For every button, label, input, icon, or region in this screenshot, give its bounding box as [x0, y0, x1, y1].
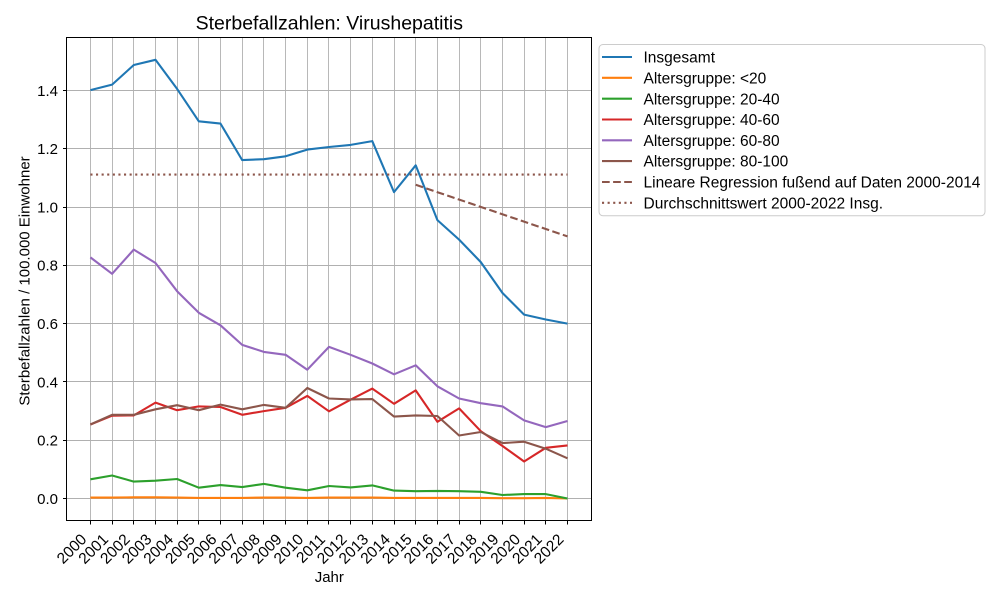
svg-text:0.6: 0.6	[37, 316, 58, 333]
svg-text:Jahr: Jahr	[315, 569, 344, 586]
svg-text:1.2: 1.2	[37, 141, 58, 158]
svg-text:0.0: 0.0	[37, 491, 58, 508]
svg-text:0.8: 0.8	[37, 258, 58, 275]
svg-text:Durchschnittswert 2000-2022 In: Durchschnittswert 2000-2022 Insg.	[644, 195, 884, 212]
svg-text:1.0: 1.0	[37, 199, 58, 216]
svg-text:Sterbefallzahlen / 100.000 Ein: Sterbefallzahlen / 100.000 Einwohner	[17, 156, 34, 405]
svg-text:Altersgruppe: 60-80: Altersgruppe: 60-80	[644, 133, 781, 150]
svg-text:Lineare Regression fußend auf: Lineare Regression fußend auf Daten 2000…	[644, 175, 981, 192]
svg-text:Sterbefallzahlen: Virushepatit: Sterbefallzahlen: Virushepatitis	[196, 13, 464, 35]
svg-text:Altersgruppe: 80-100: Altersgruppe: 80-100	[644, 154, 789, 171]
svg-text:Altersgruppe: <20: Altersgruppe: <20	[644, 70, 767, 87]
svg-text:0.2: 0.2	[37, 433, 58, 450]
svg-text:Altersgruppe: 40-60: Altersgruppe: 40-60	[644, 112, 781, 129]
svg-text:Insgesamt: Insgesamt	[644, 50, 716, 67]
svg-text:Altersgruppe: 20-40: Altersgruppe: 20-40	[644, 91, 781, 108]
svg-text:0.4: 0.4	[37, 374, 58, 391]
svg-text:1.4: 1.4	[37, 83, 58, 100]
